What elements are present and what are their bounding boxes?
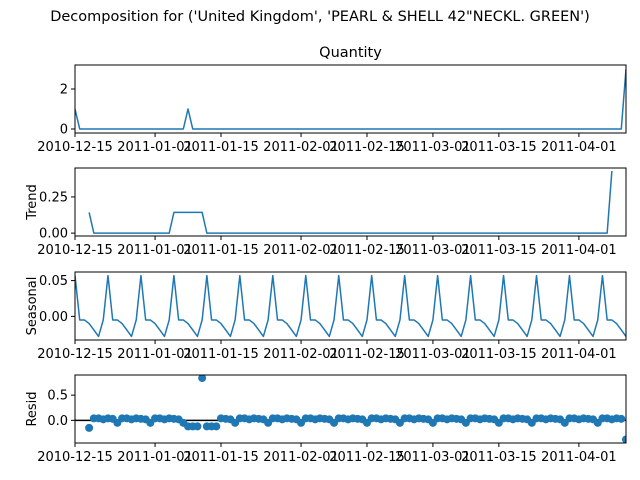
resid-point [617, 414, 626, 423]
trend-xtick-label: 2011-03-15 [461, 243, 537, 258]
seasonal-axes-frame [74, 271, 627, 341]
seasonal-xtick-label: 2011-03-15 [461, 347, 537, 362]
trend-xtick-label: 2010-12-15 [37, 243, 113, 258]
trend-xtick-label: 2011-02-15 [329, 243, 405, 258]
quantity-axes-frame [74, 64, 627, 134]
seasonal-xtick-label: 2011-02-15 [329, 347, 405, 362]
quantity-xtick-label: 2011-02-15 [329, 140, 405, 155]
resid-xtick-label: 2011-01-15 [183, 450, 259, 465]
seasonal-ytick-label: 0.00 [39, 310, 68, 325]
resid-point [193, 422, 202, 431]
quantity-xtick-label: 2010-12-15 [37, 140, 113, 155]
trend-series-line [88, 170, 613, 234]
seasonal-plot-area [75, 274, 626, 338]
trend-xtick-label: 2011-02-01 [263, 243, 339, 258]
resid-xtick-label: 2010-12-15 [37, 450, 113, 465]
resid-ytick-label: 0.0 [47, 414, 68, 429]
resid-xtick-label: 2011-03-01 [395, 450, 471, 465]
seasonal-xtick-label: 2011-01-15 [183, 347, 259, 362]
seasonal-ytick-label: 0.05 [39, 274, 68, 289]
resid-xtick-label: 2011-01-01 [117, 450, 193, 465]
resid-axes-frame [74, 374, 627, 444]
quantity-xtick-label: 2011-03-15 [461, 140, 537, 155]
seasonal-xtick-label: 2011-03-01 [395, 347, 471, 362]
resid-ylabel: Resid [25, 391, 40, 426]
seasonal-series-line [75, 274, 626, 338]
resid-point [85, 423, 94, 432]
resid-point [198, 375, 207, 383]
trend-xtick-label: 2011-01-01 [117, 243, 193, 258]
trend-xtick-label: 2011-01-15 [183, 243, 259, 258]
quantity-xtick-label: 2011-02-01 [263, 140, 339, 155]
trend-xtick-label: 2011-03-01 [395, 243, 471, 258]
trend-ylabel: Trend [25, 184, 40, 221]
resid-point [622, 435, 626, 443]
trend-ytick-label: 0.00 [39, 227, 68, 242]
resid-xtick-label: 2011-02-01 [263, 450, 339, 465]
quantity-xtick-label: 2011-01-15 [183, 140, 259, 155]
seasonal-xtick-label: 2011-04-01 [541, 347, 617, 362]
resid-xtick-label: 2011-04-01 [541, 450, 617, 465]
trend-plot-area [88, 170, 613, 234]
trend-axes-frame [74, 167, 627, 237]
seasonal-xtick-label: 2010-12-15 [37, 347, 113, 362]
resid-plot-area [75, 375, 626, 443]
quantity-ytick-label: 0 [60, 123, 68, 138]
resid-xtick-label: 2011-03-15 [461, 450, 537, 465]
seasonal-ylabel: Seasonal [25, 277, 40, 336]
seasonal-xtick-label: 2011-01-01 [117, 347, 193, 362]
trend-xtick-label: 2011-04-01 [541, 243, 617, 258]
quantity-title: Quantity [319, 45, 382, 61]
quantity-series-line [75, 68, 626, 130]
quantity-plot-area [75, 68, 626, 130]
trend-ytick-label: 0.25 [39, 190, 68, 205]
quantity-xtick-label: 2011-01-01 [117, 140, 193, 155]
resid-point [212, 422, 221, 431]
quantity-ytick-label: 2 [60, 83, 68, 98]
seasonal-xtick-label: 2011-02-01 [263, 347, 339, 362]
figure-suptitle: Decomposition for ('United Kingdom', 'PE… [50, 9, 590, 25]
resid-ytick-label: 0.5 [47, 389, 68, 404]
resid-xtick-label: 2011-02-15 [329, 450, 405, 465]
quantity-xtick-label: 2011-04-01 [541, 140, 617, 155]
quantity-xtick-label: 2011-03-01 [395, 140, 471, 155]
